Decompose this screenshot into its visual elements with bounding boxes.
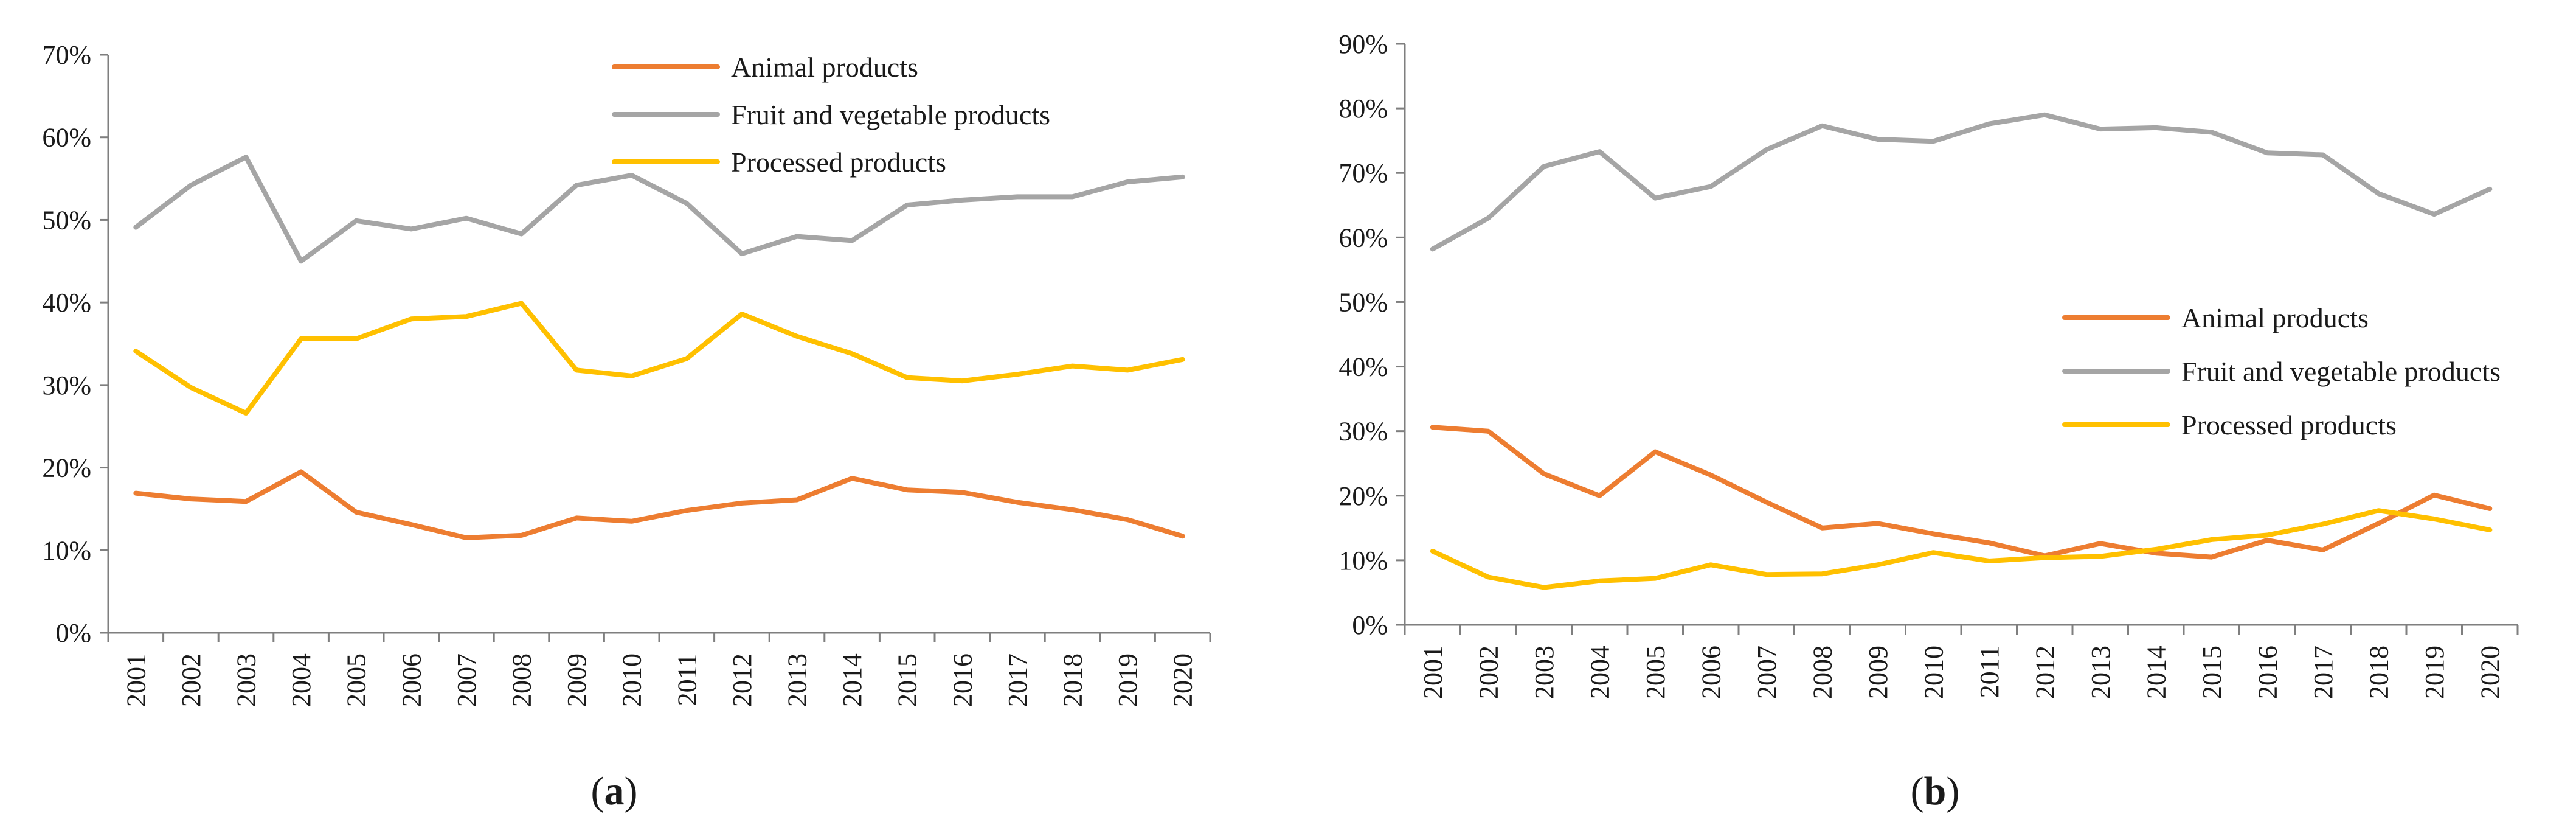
x-tick-label: 2012 <box>2030 646 2060 699</box>
y-tick-label: 80% <box>1338 94 1388 124</box>
y-tick-label: 50% <box>42 205 91 235</box>
series-line-processed <box>1430 508 2493 590</box>
x-tick-label: 2006 <box>1696 646 1726 699</box>
x-tick-label: 2017 <box>1003 653 1033 707</box>
y-tick-label: 20% <box>1338 481 1388 511</box>
x-tick-label: 2008 <box>1807 646 1837 699</box>
x-tick-label: 2018 <box>1058 653 1088 707</box>
legend-label-processed: Processed products <box>2181 409 2397 440</box>
chart-panel-b: 0% 10% 20% 30% 40% 50% 60% 70% 80% 90% 2001 2002 200… <box>1338 29 2519 813</box>
x-tick-label: 2001 <box>1418 646 1448 699</box>
y-tick-label: 20% <box>42 453 91 483</box>
y-tick-label: 70% <box>1338 158 1388 188</box>
y-tick-label: 60% <box>1338 223 1388 252</box>
panel-label-open: ( <box>591 769 604 813</box>
y-tick-label: 0% <box>1352 610 1388 640</box>
x-tick-label: 2008 <box>507 653 537 707</box>
x-tick-label: 2005 <box>342 653 372 707</box>
series-line-processed <box>133 301 1185 416</box>
y-tick-label: 0% <box>55 618 91 648</box>
x-tick-label: 2018 <box>2364 646 2394 699</box>
panel-label-close: ) <box>625 769 638 813</box>
x-tick-label: 2019 <box>1113 653 1143 707</box>
x-tick-label: 2016 <box>947 653 977 707</box>
x-tick-label: 2012 <box>727 653 757 707</box>
chart-panel-a: 0% 10% 20% 30% 40% 50% 60% 70% 2001 2002 2003 2004 2… <box>42 40 1211 813</box>
x-tick-label: 2007 <box>1752 646 1782 699</box>
series-line-animal <box>1430 425 2493 560</box>
x-tick-label: 2010 <box>617 653 647 707</box>
x-tick-label: 2011 <box>672 653 702 706</box>
x-tick-label: 2013 <box>783 653 812 707</box>
x-tick-label: 2002 <box>1473 646 1503 699</box>
x-tick-label: 2020 <box>2475 646 2505 699</box>
panel-label: (b) <box>1911 769 1960 813</box>
legend-label-fruit: Fruit and vegetable products <box>731 99 1050 130</box>
x-tick-label: 2001 <box>121 653 151 707</box>
y-tick-label: 10% <box>42 535 91 565</box>
y-tick-label: 90% <box>1338 29 1388 59</box>
legend-label-animal: Animal products <box>731 52 918 83</box>
panel-label-letter: a <box>604 769 625 813</box>
x-tick-label: 2016 <box>2252 646 2282 699</box>
x-tick-label: 2014 <box>837 653 867 707</box>
x-tick-label: 2009 <box>1863 646 1893 699</box>
x-tick-label: 2007 <box>452 653 482 707</box>
y-tick-label: 40% <box>1338 352 1388 382</box>
y-tick-label: 10% <box>1338 546 1388 576</box>
panel-label-close: ) <box>1946 769 1959 813</box>
x-tick-label: 2005 <box>1641 646 1671 699</box>
x-tick-label: 2006 <box>396 653 426 707</box>
y-tick-label: 70% <box>42 40 91 70</box>
y-tick-label: 30% <box>42 371 91 400</box>
x-tick-label: 2013 <box>2086 646 2116 699</box>
panel-label-letter: b <box>1924 769 1947 813</box>
series-line-fruit <box>1430 112 2493 252</box>
panel-label: (a) <box>591 769 638 813</box>
x-tick-label: 2004 <box>286 653 316 707</box>
legend-label-animal: Animal products <box>2181 302 2369 333</box>
y-tick-label: 50% <box>1338 287 1388 317</box>
x-tick-label: 2014 <box>2141 646 2171 699</box>
legend: Animal products Fruit and vegetable produ… <box>2062 302 2501 440</box>
x-tick-label: 2010 <box>1919 646 1948 699</box>
y-tick-label: 40% <box>42 288 91 318</box>
x-tick-label: 2019 <box>2420 646 2450 699</box>
legend-label-processed: Processed products <box>731 147 946 178</box>
x-tick-label: 2003 <box>1529 646 1559 699</box>
panel-label-open: ( <box>1911 769 1924 813</box>
legend-label-fruit: Fruit and vegetable products <box>2181 356 2501 387</box>
y-tick-label: 30% <box>1338 417 1388 447</box>
x-tick-label: 2017 <box>2308 646 2338 699</box>
x-tick-label: 2015 <box>893 653 923 707</box>
series-line-animal <box>133 469 1185 540</box>
x-tick-label: 2004 <box>1585 646 1615 699</box>
y-tick-label: 60% <box>42 123 91 153</box>
legend: Animal products Fruit and vegetable produ… <box>612 52 1050 178</box>
x-tick-label: 2015 <box>2197 646 2227 699</box>
x-tick-label: 2020 <box>1168 653 1198 707</box>
x-tick-label: 2011 <box>1975 646 2004 698</box>
x-tick-label: 2003 <box>232 653 261 707</box>
x-tick-label: 2002 <box>176 653 206 707</box>
series-line-fruit <box>133 155 1185 264</box>
x-tick-label: 2009 <box>562 653 592 707</box>
